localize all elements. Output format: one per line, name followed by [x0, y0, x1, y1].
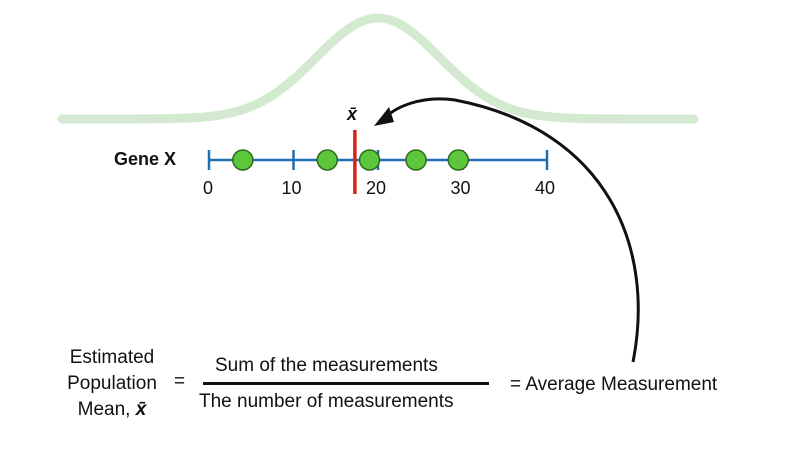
lhs-mean-prefix: Mean,: [77, 399, 131, 420]
equation-rhs: = Average Measurement: [510, 374, 718, 395]
tick-label: 30: [450, 178, 471, 198]
data-point: [232, 149, 254, 171]
normal-distribution-curve: [57, 13, 699, 124]
fraction-numerator: Sum of the measurements: [215, 355, 438, 376]
equation-lhs: Estimated Population Mean, x̄: [56, 345, 168, 423]
mean-symbol-label: x̄: [347, 104, 358, 124]
data-point: [447, 149, 470, 171]
lhs-line-population: Population: [67, 373, 157, 394]
tick-label: 20: [366, 178, 387, 198]
equals-sign: =: [174, 371, 186, 392]
tick-label: 40: [535, 178, 556, 198]
arrow-head-icon: [374, 107, 394, 126]
tick-label: 0: [203, 178, 214, 198]
data-point: [405, 149, 427, 171]
fraction-bar: [203, 382, 489, 385]
data-point: [358, 149, 381, 171]
lhs-line-estimated: Estimated: [69, 347, 155, 368]
gene-label: Gene X: [114, 149, 177, 169]
data-point: [316, 149, 339, 171]
tick-label: 10: [281, 178, 302, 198]
lhs-mean-symbol: x̄: [135, 399, 147, 420]
data-points: [232, 149, 470, 171]
lhs-line-mean: Mean, x̄: [56, 397, 168, 423]
fraction-denominator: The number of measurements: [199, 391, 454, 412]
pointer-arrow: [384, 97, 640, 363]
